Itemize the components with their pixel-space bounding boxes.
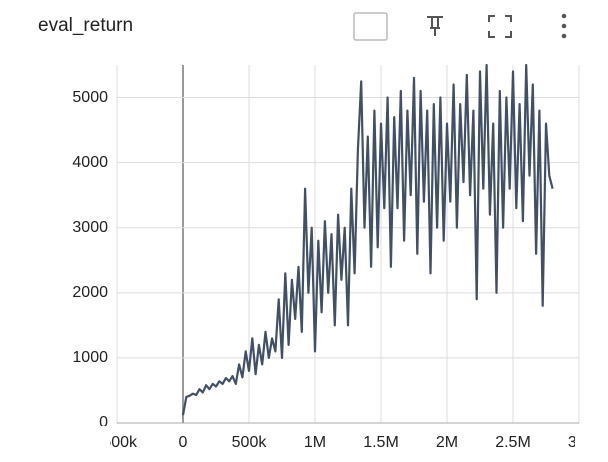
plot-area <box>181 64 554 416</box>
x-tick-label: -500k <box>97 434 138 451</box>
chart-title: eval_return <box>38 15 133 36</box>
fullscreen-button[interactable] <box>488 15 512 38</box>
x-tick-label: 1.5M <box>363 434 399 451</box>
y-tick-label: 4000 <box>72 154 108 171</box>
more-button[interactable] <box>561 13 567 39</box>
x-tick-label: 1M <box>304 434 326 451</box>
series-line <box>181 64 554 416</box>
x-tick-label: 2.5M <box>495 434 531 451</box>
x-tick-label: 500k <box>232 434 268 451</box>
pin-button[interactable] <box>427 16 443 36</box>
tick-labels: -500k 0 500k 1M 1.5M 2M 2.5M 3M 0 1000 2000 3000 400… <box>72 89 590 451</box>
y-tick-label: 3000 <box>72 219 108 236</box>
y-tick-label: 0 <box>99 414 108 431</box>
x-tick-label: 3M <box>568 434 590 451</box>
y-tick-label: 1000 <box>72 349 108 366</box>
y-labels: 0 1000 2000 3000 4000 5000 <box>72 89 108 431</box>
x-tick-label: 2M <box>436 434 458 451</box>
grid <box>116 65 580 424</box>
x-tick-label: 0 <box>179 434 188 451</box>
x-labels: -500k 0 500k 1M 1.5M 2M 2.5M 3M <box>97 434 590 451</box>
fit-domain-button[interactable] <box>353 12 388 41</box>
y-tick-label: 2000 <box>72 284 108 301</box>
y-tick-label: 5000 <box>72 89 108 106</box>
toolbar <box>353 12 567 41</box>
